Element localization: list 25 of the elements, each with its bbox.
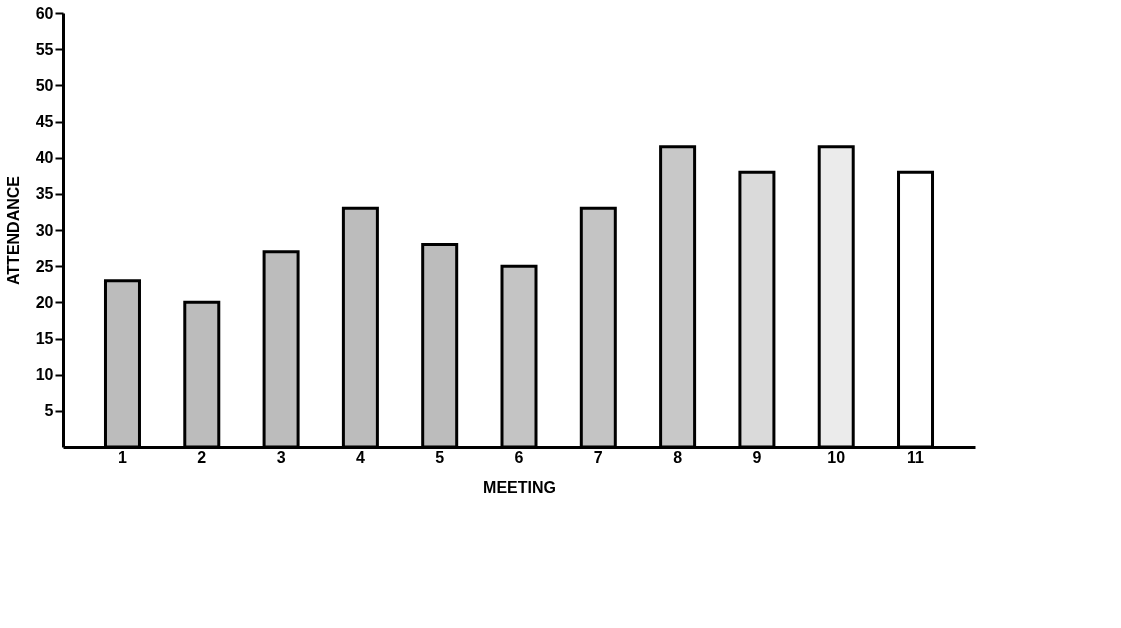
- y-tick-label: 10: [35, 366, 54, 384]
- x-tick-label: 11: [907, 448, 925, 466]
- x-axis-title: MEETING: [483, 478, 556, 496]
- y-tick-label: 25: [35, 257, 54, 275]
- x-tick-label: 2: [197, 448, 207, 466]
- x-tick-label: 6: [514, 448, 524, 466]
- x-tick-label: 10: [827, 448, 846, 466]
- y-tick-label: 5: [44, 402, 54, 420]
- x-tick-label: 1: [118, 448, 128, 466]
- y-tick-label: 60: [35, 4, 54, 22]
- x-tick-label: 9: [752, 448, 762, 466]
- y-tick-label: 35: [35, 185, 54, 203]
- y-tick-label: 15: [35, 330, 54, 347]
- y-tick-label: 20: [35, 293, 54, 311]
- y-tick-label: 55: [35, 40, 54, 58]
- x-tick-label: 7: [593, 448, 603, 466]
- y-tick-label: 30: [35, 221, 54, 239]
- y-tick-label: 45: [35, 113, 54, 130]
- x-tick-label: 5: [435, 448, 445, 466]
- y-axis-title: ATTENDANCE: [4, 175, 22, 286]
- x-tick-label: 3: [276, 448, 286, 466]
- y-tick-label: 50: [35, 76, 54, 94]
- y-tick-label: 40: [35, 149, 54, 167]
- x-tick-label: 8: [673, 448, 683, 466]
- x-tick-label: 4: [355, 448, 365, 466]
